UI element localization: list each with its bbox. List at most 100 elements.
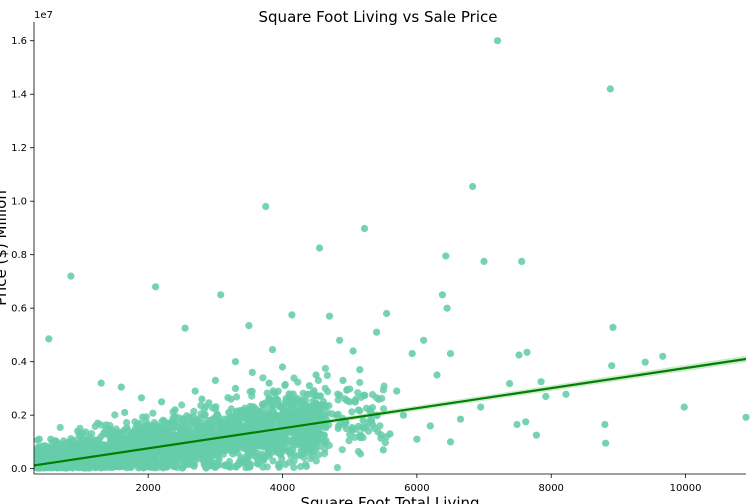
chart-title: Square Foot Living vs Sale Price — [259, 8, 498, 26]
data-point — [269, 457, 277, 465]
data-point — [191, 434, 199, 442]
data-point — [244, 456, 252, 465]
data-point — [368, 391, 377, 399]
data-point — [659, 352, 667, 360]
data-point — [299, 435, 307, 443]
data-point — [245, 322, 253, 330]
data-point — [305, 443, 313, 451]
data-point — [493, 37, 502, 45]
data-point — [142, 413, 150, 421]
data-point — [356, 407, 364, 415]
data-point — [230, 416, 238, 424]
data-point — [278, 419, 287, 427]
y-tick-label: 1.0 — [11, 197, 27, 208]
data-point — [680, 403, 688, 411]
data-point — [608, 362, 616, 370]
data-point — [277, 413, 285, 422]
data-point — [152, 283, 160, 291]
data-point — [271, 443, 279, 451]
data-point — [383, 309, 391, 318]
data-point — [227, 395, 235, 403]
data-point — [480, 257, 488, 265]
data-point — [306, 412, 314, 420]
data-point — [325, 421, 333, 429]
data-point — [94, 438, 103, 446]
data-point — [205, 399, 213, 407]
x-tick-label: 8000 — [538, 483, 563, 494]
data-point — [109, 431, 117, 439]
data-point — [285, 411, 293, 419]
data-point — [171, 424, 179, 432]
data-point — [609, 323, 617, 331]
data-point — [211, 449, 219, 457]
data-point — [233, 438, 241, 446]
data-point — [47, 435, 55, 443]
data-point — [443, 304, 451, 312]
data-point — [336, 391, 344, 399]
data-point — [125, 439, 133, 448]
data-point — [131, 433, 139, 441]
data-point — [276, 403, 284, 411]
data-point — [354, 389, 362, 397]
data-point — [74, 427, 82, 435]
data-point — [602, 439, 610, 447]
data-point — [181, 324, 189, 332]
data-point — [248, 446, 256, 454]
x-tick-label: 2000 — [135, 483, 160, 494]
data-point — [217, 291, 225, 299]
data-point — [373, 328, 381, 336]
data-point — [281, 430, 289, 438]
data-point — [225, 457, 234, 466]
data-point — [532, 431, 541, 439]
data-point — [348, 408, 356, 416]
data-point — [399, 411, 407, 419]
data-point — [111, 411, 119, 419]
data-point — [438, 291, 446, 299]
data-point — [345, 437, 353, 445]
data-point — [310, 427, 318, 435]
data-point — [336, 336, 344, 344]
data-point — [542, 392, 550, 400]
y-tick-label: 0.4 — [11, 357, 27, 368]
data-point — [286, 436, 294, 445]
data-point — [139, 462, 147, 470]
data-point — [178, 401, 186, 409]
data-point — [433, 371, 441, 379]
data-point — [76, 438, 84, 446]
data-point — [278, 363, 287, 371]
data-point — [280, 446, 288, 454]
data-point — [265, 379, 273, 387]
y-tick-label: 1.4 — [11, 90, 27, 101]
data-point — [191, 387, 199, 395]
data-point — [523, 348, 531, 356]
data-point — [163, 446, 171, 454]
data-point — [249, 403, 257, 411]
data-point — [291, 396, 300, 404]
y-tick-label: 0.0 — [11, 464, 27, 475]
data-point — [258, 450, 267, 458]
data-point — [275, 463, 283, 471]
data-point — [96, 446, 104, 454]
data-point — [442, 252, 450, 260]
data-point — [45, 335, 53, 343]
data-point — [263, 463, 271, 471]
data-point — [606, 85, 614, 93]
data-point — [56, 423, 64, 432]
y-tick-label: 0.6 — [11, 304, 27, 315]
data-point — [84, 435, 92, 443]
data-point — [158, 398, 166, 406]
data-point — [307, 455, 315, 463]
data-point — [506, 380, 514, 388]
data-point — [211, 376, 219, 384]
data-point — [117, 383, 125, 391]
data-point — [302, 460, 310, 468]
data-point — [144, 430, 152, 438]
data-point — [152, 423, 161, 432]
data-point — [103, 444, 111, 452]
data-point — [285, 420, 293, 428]
data-point — [248, 423, 256, 431]
data-point — [193, 452, 201, 460]
data-point — [232, 445, 240, 453]
data-point — [179, 447, 187, 455]
data-point — [299, 396, 307, 404]
